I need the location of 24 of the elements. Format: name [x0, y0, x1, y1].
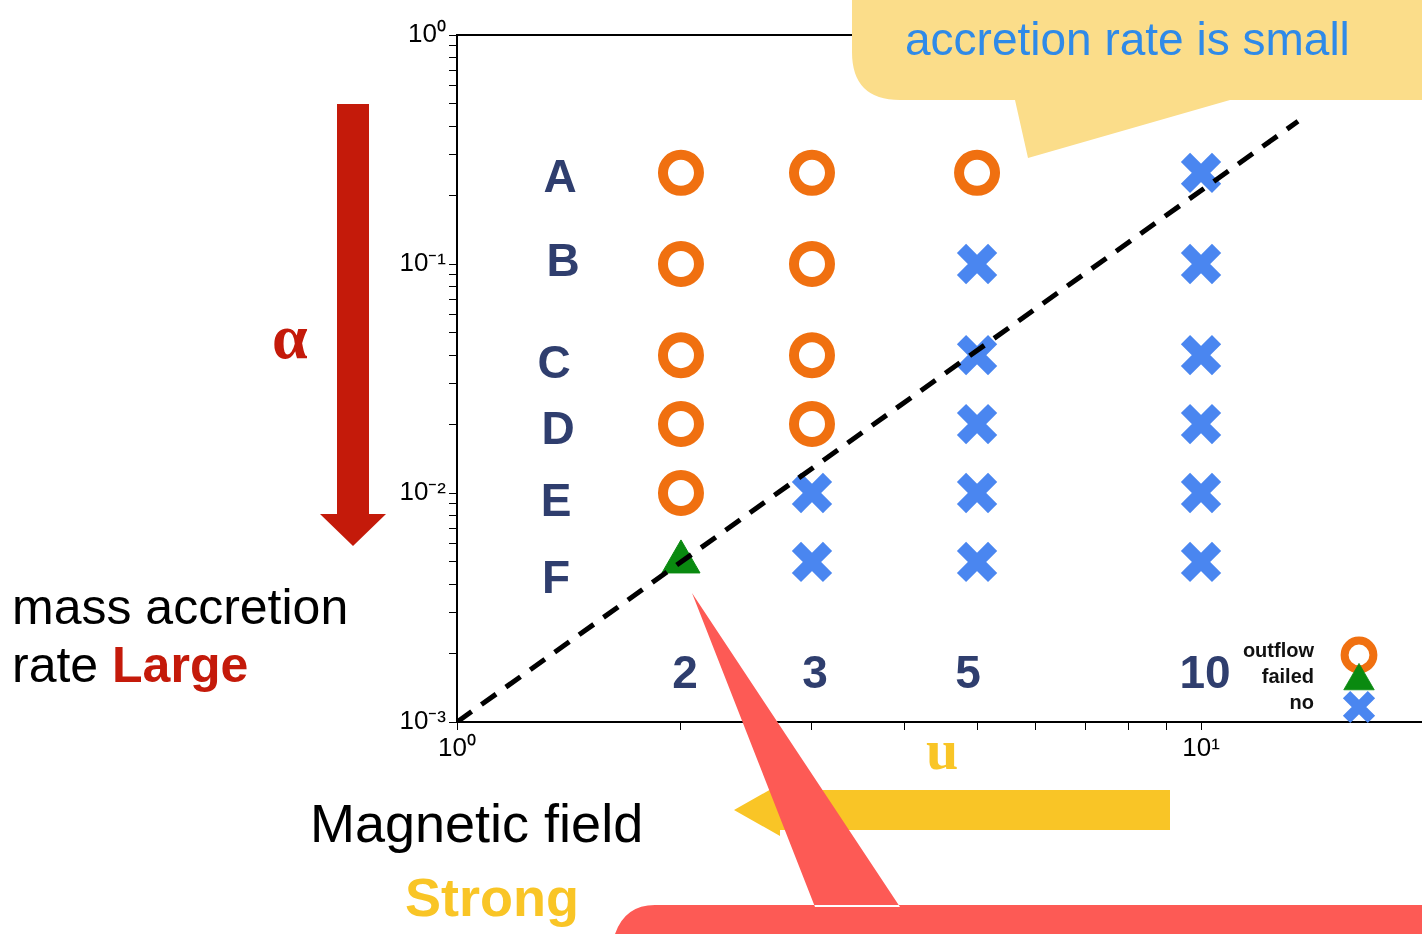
annotation: accretion rate is small — [905, 12, 1350, 66]
annotation: 3 — [802, 645, 828, 699]
text: Strong — [405, 866, 579, 928]
x-tick-label: 10¹ — [1182, 731, 1221, 762]
text: α — [272, 300, 308, 374]
annotation: F — [541, 550, 571, 604]
y-tick-label: 10⁻¹ — [399, 247, 447, 278]
text: Magnetic field — [310, 792, 644, 854]
y-tick-label: 10⁻² — [399, 476, 447, 507]
annotation: B — [546, 233, 580, 287]
y-tick-label: 10⁻³ — [399, 705, 447, 736]
legend-label: failed — [1261, 664, 1314, 687]
annotation: u — [926, 716, 959, 783]
text: Large — [112, 637, 249, 693]
legend-label: no — [1289, 690, 1314, 713]
annotation: 2 — [672, 645, 698, 699]
annotation: 10 — [1179, 645, 1231, 699]
annotation: E — [540, 473, 572, 527]
annotation: C — [537, 335, 571, 389]
annotation: D — [541, 401, 575, 455]
y-tick-label: 10⁰ — [408, 18, 446, 49]
annotation: A — [543, 149, 577, 203]
annotation: 5 — [955, 645, 981, 699]
legend-label: outflow — [1242, 638, 1315, 661]
